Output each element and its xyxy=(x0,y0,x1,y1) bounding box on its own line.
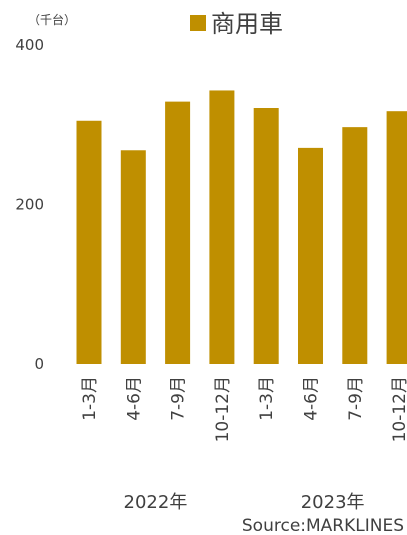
x-tick-label: 1-3月 xyxy=(80,376,100,421)
bar xyxy=(76,120,102,364)
x-tick-label: 10-12月 xyxy=(390,376,407,442)
x-tick-label: 10-12月 xyxy=(213,376,233,442)
bar xyxy=(120,150,146,364)
legend-swatch xyxy=(190,15,206,31)
x-tick-label: 4-6月 xyxy=(124,376,144,421)
x-tick-label: 4-6月 xyxy=(302,376,322,421)
legend-label: 商用車 xyxy=(211,10,283,38)
x-tick-label: 7-9月 xyxy=(169,376,189,421)
unit-label: （千台） xyxy=(28,12,76,27)
year-labels: 2022年 2023年 xyxy=(124,492,365,513)
y-axis: 0 200 400 xyxy=(15,36,44,373)
legend: 商用車 xyxy=(190,10,283,38)
x-tick-label: 7-9月 xyxy=(346,376,366,421)
bar xyxy=(298,147,323,364)
bar xyxy=(165,101,191,364)
bar xyxy=(253,108,279,364)
year-group-label: 2023年 xyxy=(301,492,365,513)
bar xyxy=(386,111,407,364)
y-tick-label: 0 xyxy=(34,355,44,373)
x-axis-labels: 1-3月 4-6月 7-9月 10-12月 1-3月 4-6月 7-9月 10-12月 xyxy=(80,376,407,442)
bar xyxy=(209,90,235,365)
x-tick-label: 1-3月 xyxy=(257,376,277,421)
y-tick-label: 400 xyxy=(15,36,44,54)
year-group-label: 2022年 xyxy=(124,492,188,513)
source-label: Source:MARKLINES xyxy=(242,516,404,535)
bars xyxy=(76,90,407,365)
bar xyxy=(342,127,368,364)
y-tick-label: 200 xyxy=(15,196,44,214)
